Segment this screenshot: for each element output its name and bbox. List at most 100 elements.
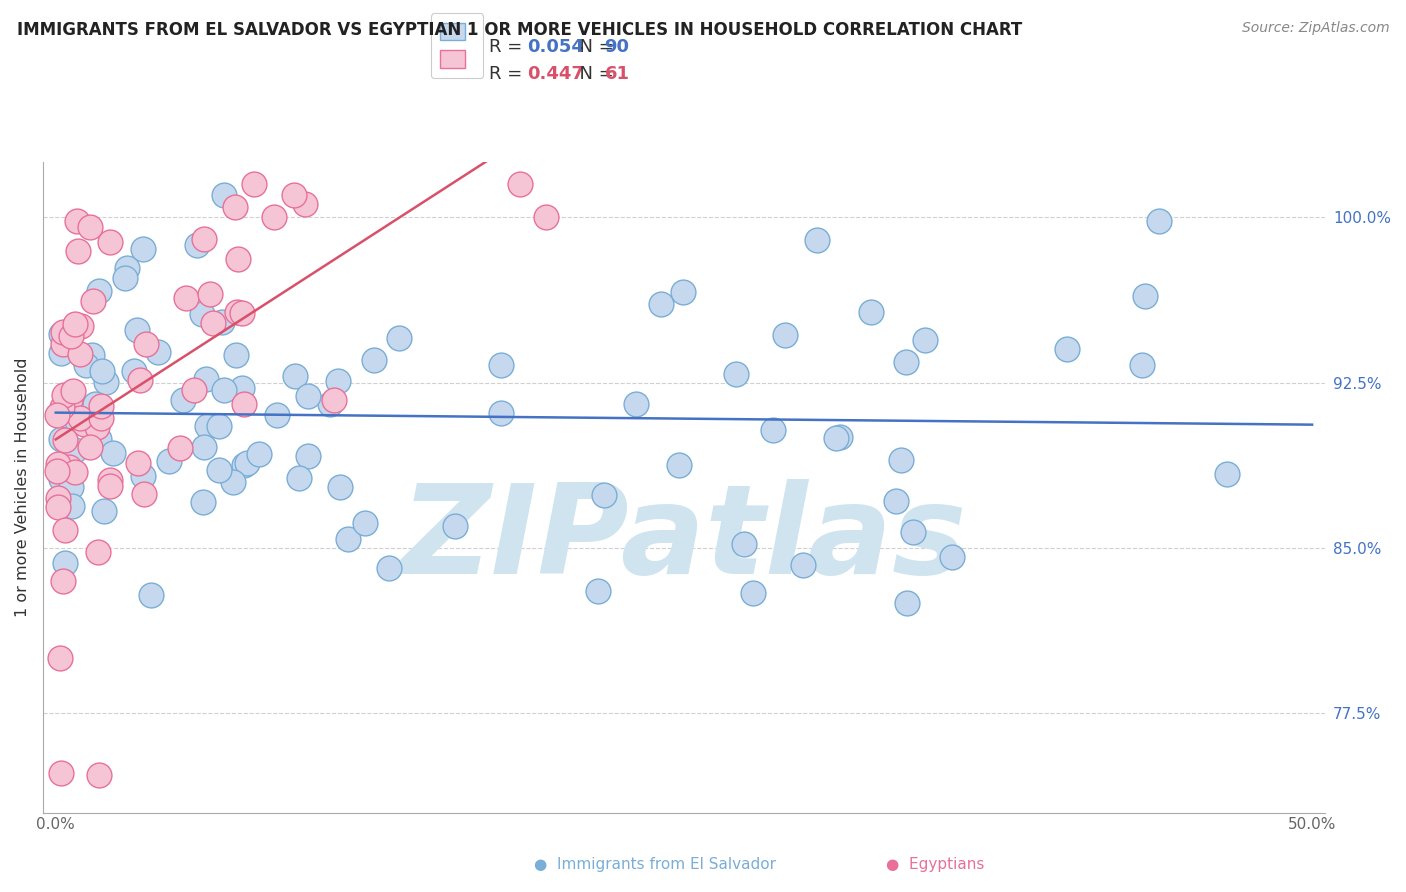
Point — [224, 200, 246, 214]
Point — [489, 406, 512, 420]
Point — [132, 468, 155, 483]
Point — [134, 487, 156, 501]
Point — [208, 418, 231, 433]
Point — [894, 355, 917, 369]
Point — [91, 364, 114, 378]
Point — [60, 499, 83, 513]
Point — [157, 454, 180, 468]
Text: IMMIGRANTS FROM EL SALVADOR VS EGYPTIAN 1 OR MORE VEHICLES IN HOUSEHOLD CORRELAT: IMMIGRANTS FROM EL SALVADOR VS EGYPTIAN … — [17, 21, 1022, 38]
Point — [125, 323, 148, 337]
Point — [80, 348, 103, 362]
Point — [222, 475, 245, 490]
Point — [84, 397, 107, 411]
Point — [49, 326, 72, 341]
Point — [288, 471, 311, 485]
Point — [489, 358, 512, 372]
Point — [122, 364, 145, 378]
Text: 0.447: 0.447 — [527, 65, 583, 83]
Text: N =: N = — [568, 38, 620, 56]
Point — [87, 545, 110, 559]
Point — [89, 768, 111, 782]
Point — [66, 414, 89, 428]
Point — [297, 449, 319, 463]
Point — [90, 410, 112, 425]
Point — [208, 463, 231, 477]
Point — [195, 372, 218, 386]
Point — [650, 297, 672, 311]
Point — [586, 584, 609, 599]
Point — [103, 446, 125, 460]
Point — [48, 500, 70, 514]
Point — [72, 417, 94, 431]
Point — [225, 348, 247, 362]
Point — [51, 400, 73, 414]
Point — [387, 331, 409, 345]
Point — [901, 525, 924, 540]
Point — [284, 368, 307, 383]
Point — [337, 532, 360, 546]
Point — [53, 556, 76, 570]
Point — [190, 307, 212, 321]
Point — [672, 285, 695, 300]
Point — [212, 383, 235, 397]
Text: ●  Immigrants from El Salvador: ● Immigrants from El Salvador — [534, 857, 776, 872]
Point — [328, 374, 350, 388]
Point — [226, 305, 249, 319]
Point — [46, 408, 69, 422]
Point — [79, 440, 101, 454]
Point — [59, 392, 82, 407]
Point — [89, 432, 111, 446]
Point — [592, 488, 614, 502]
Point — [914, 333, 936, 347]
Point — [127, 456, 149, 470]
Point — [63, 465, 86, 479]
Point — [66, 244, 89, 258]
Point — [231, 305, 253, 319]
Point — [509, 177, 531, 191]
Point — [211, 315, 233, 329]
Text: ●  Egyptians: ● Egyptians — [886, 857, 984, 872]
Point — [294, 197, 316, 211]
Text: Source: ZipAtlas.com: Source: ZipAtlas.com — [1241, 21, 1389, 35]
Point — [724, 368, 747, 382]
Point — [329, 480, 352, 494]
Point — [46, 491, 69, 506]
Point — [52, 574, 75, 588]
Point — [98, 479, 121, 493]
Point — [1147, 214, 1170, 228]
Point — [536, 210, 558, 224]
Point — [49, 432, 72, 446]
Point — [792, 558, 814, 572]
Point — [263, 211, 285, 225]
Point — [69, 318, 91, 333]
Point — [82, 294, 104, 309]
Point — [297, 389, 319, 403]
Text: N =: N = — [568, 65, 620, 83]
Point — [824, 431, 846, 445]
Point — [1133, 288, 1156, 302]
Point — [49, 765, 72, 780]
Point — [59, 389, 82, 403]
Point — [283, 188, 305, 202]
Point — [198, 287, 221, 301]
Point — [79, 220, 101, 235]
Point — [247, 446, 270, 460]
Point — [89, 284, 111, 298]
Point — [169, 441, 191, 455]
Point — [193, 495, 215, 509]
Point — [890, 453, 912, 467]
Point — [884, 494, 907, 508]
Point — [65, 442, 87, 457]
Point — [86, 419, 108, 434]
Text: 0.054: 0.054 — [527, 38, 583, 56]
Point — [53, 433, 76, 447]
Text: 90: 90 — [605, 38, 630, 56]
Point — [94, 376, 117, 390]
Point — [48, 650, 70, 665]
Point — [806, 233, 828, 247]
Point — [762, 423, 785, 437]
Text: ZIPatlas: ZIPatlas — [401, 479, 967, 599]
Point — [1056, 343, 1078, 357]
Point — [98, 473, 121, 487]
Point — [236, 456, 259, 470]
